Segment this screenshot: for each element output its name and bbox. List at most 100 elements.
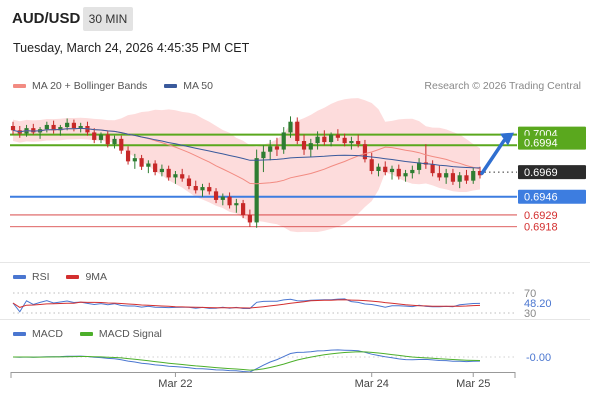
candle xyxy=(329,132,334,147)
candle xyxy=(51,120,56,134)
candle-body xyxy=(450,173,456,182)
legend-item-macd: MACD xyxy=(13,328,63,340)
candle xyxy=(166,165,171,181)
candle-body xyxy=(241,203,246,215)
rsi-swatch xyxy=(13,275,26,280)
candle xyxy=(71,119,77,132)
candle-body xyxy=(329,134,334,143)
candle-body xyxy=(227,196,232,206)
rsi-legend: RSI 9MA xyxy=(13,271,121,283)
rsi-last-value: 48.20 xyxy=(524,298,552,310)
candle xyxy=(220,193,225,206)
candle xyxy=(139,154,144,170)
candle xyxy=(132,153,137,169)
candle xyxy=(153,160,158,176)
candle xyxy=(31,123,36,135)
candle-body xyxy=(430,164,435,174)
legend-label-macd: MACD xyxy=(32,328,63,340)
candle-body xyxy=(193,186,198,191)
candle xyxy=(295,117,300,145)
candle-body xyxy=(10,126,16,131)
candle xyxy=(146,160,151,174)
candle xyxy=(342,133,347,147)
rsi-9ma-line xyxy=(12,299,481,309)
macd-swatch xyxy=(13,332,26,337)
candle xyxy=(105,131,110,148)
candle-body xyxy=(471,171,476,181)
rsi-line xyxy=(12,298,481,313)
candle xyxy=(322,130,327,146)
candle xyxy=(227,192,232,209)
candle xyxy=(471,167,476,184)
candle xyxy=(308,138,313,158)
candle-body xyxy=(166,168,171,178)
candle-body xyxy=(396,168,401,177)
level-label-support: 0.6946 xyxy=(524,192,558,204)
candle xyxy=(301,134,307,155)
candle xyxy=(98,132,104,144)
candle xyxy=(274,137,280,156)
candle-body xyxy=(322,136,327,143)
candle-body xyxy=(369,159,374,171)
symbol-title: AUD/USD xyxy=(12,10,81,27)
moving-averages xyxy=(12,127,481,185)
candle-body xyxy=(301,141,307,150)
macd-line xyxy=(12,349,481,373)
chart-header: AUD/USD 30 MIN Tuesday, March 24, 2026 4… xyxy=(0,0,590,70)
candle xyxy=(10,121,16,135)
candle xyxy=(125,146,131,165)
candle xyxy=(288,116,293,138)
legend-item-9ma: 9MA xyxy=(66,271,107,283)
candle-body xyxy=(308,143,313,150)
candle-body xyxy=(335,134,340,138)
candle-body xyxy=(261,151,266,159)
candle xyxy=(119,135,124,154)
candle-body xyxy=(356,141,361,145)
candle xyxy=(403,169,408,182)
candle-body xyxy=(71,122,77,129)
legend-item-ma50: MA 50 xyxy=(164,80,213,92)
legend-label-rsi: RSI xyxy=(32,271,50,283)
candle-body xyxy=(281,132,286,150)
candle xyxy=(281,127,286,154)
candle xyxy=(268,139,273,161)
candle xyxy=(457,172,462,189)
candle-body xyxy=(44,124,49,130)
candle xyxy=(464,169,469,184)
candle-body xyxy=(51,124,56,131)
rsi-level-label: 70 xyxy=(524,288,536,300)
candle-body xyxy=(98,134,104,140)
level-tag-resistance xyxy=(518,135,586,150)
candle xyxy=(207,182,212,195)
candle xyxy=(173,171,178,184)
candle xyxy=(437,165,442,181)
forecast-arrow-head xyxy=(500,132,514,146)
rsi-level-label: 30 xyxy=(524,308,536,320)
candle-body xyxy=(180,174,185,179)
candle-body xyxy=(477,171,483,176)
legend-label-ma20: MA 20 + Bollinger Bands xyxy=(32,80,148,92)
timeframe-badge[interactable]: 30 MIN xyxy=(83,7,133,31)
candle-body xyxy=(234,203,239,206)
candle xyxy=(58,124,63,136)
candle xyxy=(261,145,266,173)
ma20-swatch xyxy=(13,84,26,89)
candle xyxy=(92,128,97,144)
level-label-target: 0.6929 xyxy=(524,210,558,222)
level-tag-last xyxy=(518,165,586,180)
candle xyxy=(78,122,83,133)
candle-body xyxy=(139,158,144,167)
candle-body xyxy=(444,173,449,178)
candle xyxy=(369,152,374,175)
candle-body xyxy=(288,121,293,133)
timestamp: Tuesday, March 24, 2026 4:45:35 PM CET xyxy=(13,41,250,55)
level-label-target: 0.6918 xyxy=(524,222,558,234)
candle-body xyxy=(410,169,415,174)
candle-body xyxy=(125,150,131,162)
candle xyxy=(416,158,422,175)
macd-legend: MACD MACD Signal xyxy=(13,328,176,340)
candle xyxy=(349,136,354,150)
legend-label-ma50: MA 50 xyxy=(183,80,213,92)
candle-body xyxy=(464,175,469,181)
